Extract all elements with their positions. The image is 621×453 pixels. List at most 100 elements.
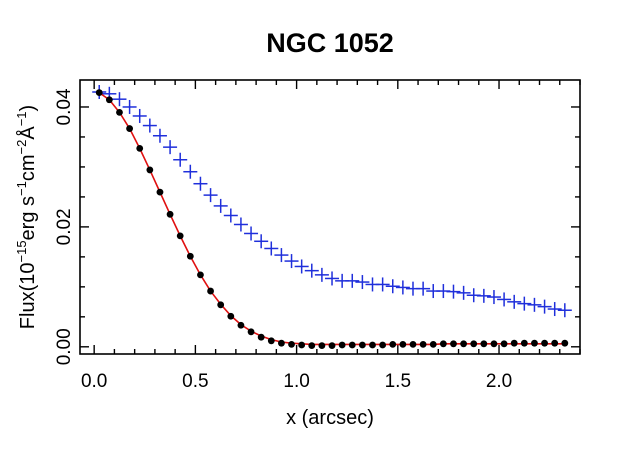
cross-point xyxy=(294,259,309,274)
dot-point xyxy=(95,89,103,96)
cross-point xyxy=(284,254,299,269)
cross-point xyxy=(456,285,471,300)
dot-point xyxy=(470,340,478,348)
x-axis-title: x (arcsec) xyxy=(286,407,374,429)
y-axis-title-suffix: ) xyxy=(17,105,39,112)
dot-point xyxy=(176,232,184,240)
dot-point xyxy=(520,339,528,347)
dot-point xyxy=(358,341,366,349)
x-tick-label: 1.5 xyxy=(385,371,411,392)
dot-point xyxy=(409,341,417,348)
y-axis-title: Flux(10−15erg s−1cm−2Å−1) xyxy=(14,105,39,329)
dot-point xyxy=(318,342,326,350)
fit-curve xyxy=(98,91,565,346)
x-tick-label: 2.0 xyxy=(486,371,512,392)
cross-point xyxy=(507,294,522,309)
cross-point xyxy=(142,118,157,133)
y-axis-ticks: 0.00 0.02 0.04 xyxy=(54,88,580,365)
dot-point xyxy=(561,339,569,347)
dot-point xyxy=(267,337,275,345)
cross-point xyxy=(244,226,259,241)
cross-point xyxy=(476,288,491,303)
dot-point xyxy=(227,312,235,320)
cross-point xyxy=(203,188,218,203)
dot-point xyxy=(298,341,306,349)
dot-point xyxy=(257,333,265,341)
cross-point xyxy=(193,176,208,191)
cross-point xyxy=(274,248,289,263)
y-axis-title-mid3: Å xyxy=(16,126,39,140)
cross-point xyxy=(486,290,501,305)
dot-point xyxy=(338,341,346,349)
y-tick-label: 0.04 xyxy=(54,88,75,125)
dot-point xyxy=(156,188,164,196)
cross-point xyxy=(537,299,552,314)
cross-point xyxy=(112,92,127,107)
dot-point xyxy=(116,108,123,116)
cross-point xyxy=(497,292,512,307)
cross-point xyxy=(314,267,329,282)
y-axis-title-mid2: cm xyxy=(17,154,39,181)
cross-point xyxy=(325,271,340,286)
dot-point xyxy=(136,144,144,152)
dot-point xyxy=(379,341,387,349)
x-axis-ticks: 0.0 0.5 1.0 1.5 2.0 xyxy=(81,80,581,392)
dot-point xyxy=(146,166,154,174)
plot-frame xyxy=(79,79,581,355)
cross-point xyxy=(557,303,572,318)
y-axis-title-exp4: −1 xyxy=(14,111,29,126)
cross-point xyxy=(304,263,319,278)
dot-point xyxy=(551,339,559,347)
dot-point xyxy=(247,328,255,336)
dot-point xyxy=(369,341,376,349)
y-axis-title-exp3: −2 xyxy=(14,140,29,155)
cross-point xyxy=(264,241,279,256)
cross-point xyxy=(446,284,461,299)
cross-point xyxy=(132,108,147,123)
y-axis-title-prefix: Flux(10 xyxy=(17,263,39,330)
dot-point xyxy=(328,342,336,350)
dot-point xyxy=(541,339,548,347)
dot-point xyxy=(278,339,285,347)
dot-point xyxy=(166,210,174,218)
cross-point xyxy=(547,302,562,317)
y-axis-title-exp2: −1 xyxy=(14,181,29,196)
dot-point xyxy=(439,340,447,348)
dot-point xyxy=(490,340,498,348)
cross-point xyxy=(152,128,167,143)
chart-title: NGC 1052 xyxy=(266,28,394,58)
cross-point xyxy=(527,297,542,312)
dot-point xyxy=(105,96,113,104)
cross-point xyxy=(395,280,410,295)
cross-point xyxy=(416,281,431,296)
dot-point xyxy=(217,301,225,309)
cross-point xyxy=(345,273,360,288)
y-axis-title-exp1: −15 xyxy=(14,240,29,262)
cross-point xyxy=(233,217,248,232)
dot-point xyxy=(480,340,488,348)
cross-point xyxy=(517,296,532,311)
dot-point xyxy=(429,341,437,348)
dot-point xyxy=(126,125,133,132)
dot-point xyxy=(288,341,295,348)
cross-point xyxy=(385,279,400,294)
cross-point xyxy=(163,140,178,155)
dot-point xyxy=(197,271,204,279)
y-tick-label: 0.02 xyxy=(54,208,75,245)
y-axis-title-mid1: erg s xyxy=(17,196,39,240)
cross-point xyxy=(213,198,228,213)
dot-point xyxy=(450,340,457,348)
dot-point xyxy=(348,341,356,349)
dot-point xyxy=(389,341,397,348)
cross-point xyxy=(122,99,137,114)
dot-point xyxy=(531,339,538,347)
dot-point xyxy=(207,287,214,295)
dot-point xyxy=(460,340,468,348)
series-layer xyxy=(92,84,572,350)
cross-point xyxy=(355,275,370,290)
y-tick-label: 0.00 xyxy=(54,328,75,365)
cross-point xyxy=(375,277,390,292)
dot-point xyxy=(186,252,194,260)
x-tick-label: 0.0 xyxy=(81,371,107,392)
